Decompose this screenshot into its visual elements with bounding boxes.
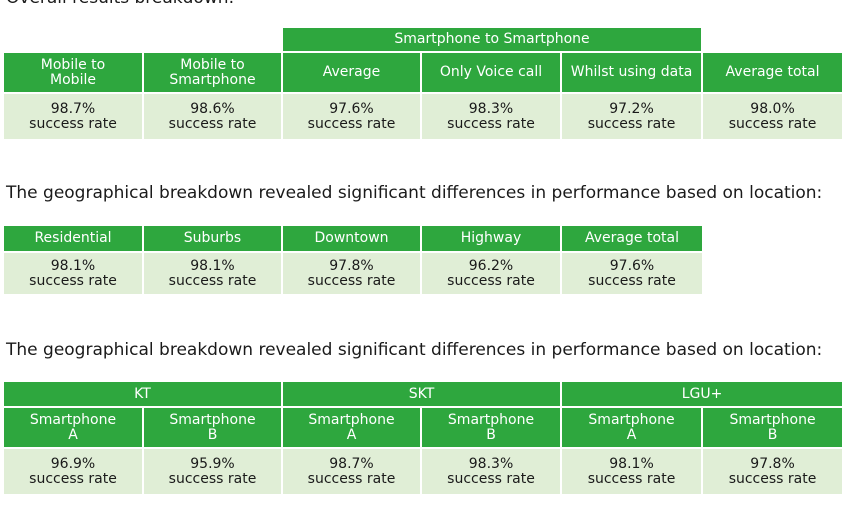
- success-percentage: 98.1%: [609, 455, 654, 472]
- value-cell-kt-smartphone-b: 95.9% success rate: [143, 448, 283, 494]
- success-percentage: 97.8%: [329, 257, 374, 274]
- success-percentage: 98.3%: [468, 455, 514, 472]
- value-cell-average-total: 98.0% success rate: [702, 93, 843, 139]
- location-breakdown-heading: The geographical breakdown revealed sign…: [6, 183, 823, 203]
- success-percentage: 97.8%: [750, 455, 795, 472]
- success-rate-label: success rate: [728, 115, 817, 132]
- group-header-smartphone-to-smartphone: Smartphone to Smartphone: [282, 28, 704, 53]
- value-cell-kt-smartphone-a: 96.9% success rate: [4, 448, 144, 494]
- column-header-average-total: Average total: [702, 52, 843, 94]
- column-header-residential: Residential: [4, 226, 144, 253]
- value-cell-suburbs: 98.1% success rate: [143, 252, 283, 294]
- success-percentage: 95.9%: [190, 455, 235, 472]
- success-percentage: 98.6%: [190, 100, 235, 117]
- column-header-kt-smartphone-a: Smartphone A: [4, 407, 144, 449]
- group-header-lgu-plus: LGU+: [561, 382, 843, 408]
- empty-group-cell: [702, 28, 843, 53]
- success-rate-label: success rate: [307, 470, 396, 487]
- value-cell-mobile-to-smartphone: 98.6% success rate: [143, 93, 283, 139]
- success-percentage: 97.6%: [329, 100, 374, 117]
- success-percentage: 98.0%: [750, 100, 795, 117]
- column-header-average: Average: [282, 52, 422, 94]
- column-header-lgu-smartphone-b: Smartphone B: [702, 407, 843, 449]
- column-header-highway: Highway: [421, 226, 562, 253]
- success-rate-label: success rate: [168, 115, 257, 132]
- column-header-average-total: Average total: [561, 226, 702, 253]
- success-rate-label: success rate: [307, 272, 396, 289]
- success-percentage: 98.1%: [50, 257, 96, 274]
- success-rate-label: success rate: [587, 115, 676, 132]
- column-header-only-voice-call: Only Voice call: [421, 52, 562, 94]
- success-rate-label: success rate: [307, 115, 396, 132]
- success-percentage: 98.1%: [190, 257, 235, 274]
- column-header-mobile-to-mobile: Mobile to Mobile: [4, 52, 144, 94]
- success-percentage: 98.7%: [329, 455, 374, 472]
- value-cell-residential: 98.1% success rate: [4, 252, 144, 294]
- value-cell-whilst-using-data: 97.2% success rate: [561, 93, 704, 139]
- overall-results-heading: Overall results breakdown:: [6, 0, 234, 8]
- column-header-whilst-using-data: Whilst using data: [561, 52, 704, 94]
- value-cell-mobile-to-mobile: 98.7% success rate: [4, 93, 144, 139]
- column-header-skt-smartphone-b: Smartphone B: [421, 407, 563, 449]
- value-cell-downtown: 97.8% success rate: [282, 252, 422, 294]
- value-cell-highway: 96.2% success rate: [421, 252, 562, 294]
- column-header-mobile-to-smartphone: Mobile to Smartphone: [143, 52, 283, 94]
- success-rate-label: success rate: [728, 470, 817, 487]
- success-percentage: 97.6%: [609, 257, 655, 274]
- overall-results-table: Smartphone to Smartphone Mobile to Mobil…: [4, 28, 843, 139]
- value-cell-average: 97.6% success rate: [282, 93, 422, 139]
- value-cell-average-total: 97.6% success rate: [561, 252, 702, 294]
- success-percentage: 98.7%: [50, 100, 96, 117]
- column-header-lgu-smartphone-a: Smartphone A: [561, 407, 704, 449]
- operator-breakdown-heading: The geographical breakdown revealed sign…: [6, 340, 823, 360]
- value-cell-lgu-smartphone-a: 98.1% success rate: [561, 448, 704, 494]
- success-percentage: 97.2%: [609, 100, 654, 117]
- location-results-table: Residential Suburbs Downtown Highway Ave…: [4, 226, 702, 294]
- value-cell-skt-smartphone-b: 98.3% success rate: [421, 448, 563, 494]
- success-rate-label: success rate: [587, 470, 676, 487]
- value-cell-lgu-smartphone-b: 97.8% success rate: [702, 448, 843, 494]
- success-rate-label: success rate: [588, 272, 676, 289]
- success-rate-label: success rate: [447, 272, 535, 289]
- value-cell-only-voice-call: 98.3% success rate: [421, 93, 562, 139]
- column-header-suburbs: Suburbs: [143, 226, 283, 253]
- success-rate-label: success rate: [447, 470, 535, 487]
- success-rate-label: success rate: [168, 470, 257, 487]
- group-header-kt: KT: [4, 382, 283, 408]
- success-percentage: 96.2%: [468, 257, 514, 274]
- success-rate-label: success rate: [447, 115, 535, 132]
- success-rate-label: success rate: [29, 272, 117, 289]
- value-cell-skt-smartphone-a: 98.7% success rate: [282, 448, 422, 494]
- success-rate-label: success rate: [29, 470, 117, 487]
- success-percentage: 98.3%: [468, 100, 514, 117]
- group-header-skt: SKT: [282, 382, 563, 408]
- success-rate-label: success rate: [168, 272, 257, 289]
- success-rate-label: success rate: [29, 115, 117, 132]
- column-header-downtown: Downtown: [282, 226, 422, 253]
- success-percentage: 96.9%: [50, 455, 96, 472]
- column-header-kt-smartphone-b: Smartphone B: [143, 407, 283, 449]
- operator-results-table: KT SKT LGU+ Smartphone A Smartphone B Sm…: [4, 382, 843, 494]
- column-header-skt-smartphone-a: Smartphone A: [282, 407, 422, 449]
- empty-group-cell: [4, 28, 283, 53]
